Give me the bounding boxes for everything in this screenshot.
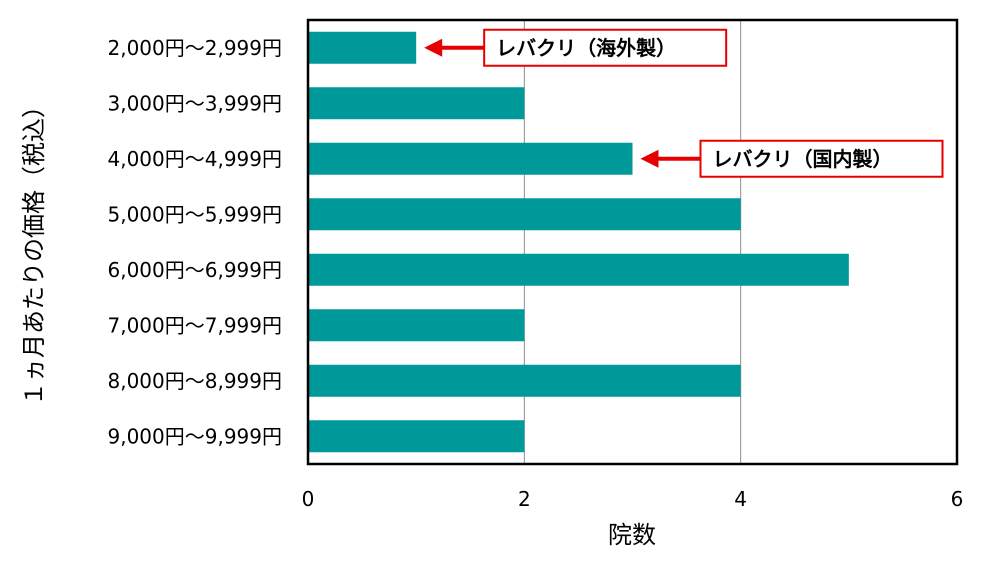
bar (308, 309, 525, 342)
bar (308, 198, 741, 231)
x-tick-label: 4 (734, 487, 747, 511)
annotations: レバクリ（海外製） レバクリ（国内製） (424, 28, 944, 178)
plot-frame (306, 18, 959, 466)
y-tick-label: 2,000円～2,999円 (107, 36, 282, 60)
annotation-box (699, 139, 944, 178)
annotation-arrowhead (640, 149, 659, 168)
x-tick-label: 2 (518, 487, 531, 511)
bar (308, 253, 849, 286)
x-tick-label: 6 (951, 487, 964, 511)
x-tick-label: 0 (302, 487, 315, 511)
bar (308, 142, 633, 175)
bars (308, 31, 849, 453)
x-axis-title: 院数 (608, 521, 656, 549)
annotation-label: レバクリ（国内製） (713, 147, 893, 171)
y-tick-label: 8,000円～8,999円 (107, 369, 282, 393)
y-tick-label: 7,000円～7,999円 (107, 313, 282, 337)
bar (308, 420, 525, 453)
annotation-arrowhead (424, 38, 443, 57)
bar (308, 87, 525, 120)
y-tick-label: 9,000円～9,999円 (107, 424, 282, 448)
grid-lines (523, 20, 742, 464)
bar (308, 364, 741, 397)
annotation-label: レバクリ（海外製） (496, 36, 676, 60)
annotation-box (483, 28, 728, 67)
y-tick-label: 5,000円～5,999円 (107, 202, 282, 226)
y-tick-label: 6,000円～6,999円 (107, 258, 282, 282)
x-tick-labels: 0 2 4 6 (302, 487, 964, 511)
y-axis-title: １ヵ月あたりの価格（税込） (20, 94, 48, 406)
y-tick-label: 3,000円～3,999円 (107, 91, 282, 115)
y-tick-labels: 2,000円～2,999円 3,000円～3,999円 4,000円～4,999円 5… (107, 36, 282, 449)
bar (308, 31, 417, 64)
y-tick-label: 4,000円～4,999円 (107, 147, 282, 171)
